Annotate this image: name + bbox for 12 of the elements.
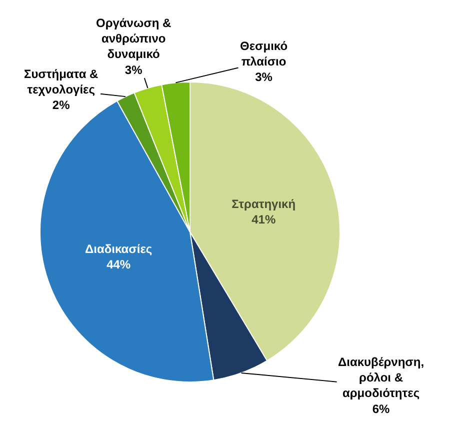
data-label: 3% [255,70,273,84]
slice-label: Διαδικασίες [85,242,152,256]
data-label: 41% [252,212,276,226]
slice-label: Διακυβέρνηση, ρόλοι & αρμοδιότητες [338,355,424,400]
slice-label: Στρατηγική [232,196,296,211]
data-label: 3% [124,62,143,77]
data-label: 44% [106,258,131,272]
data-label: 2% [52,98,70,112]
slice-label: Θεσμικό πλαίσιο [240,39,288,69]
slice-label: Οργάνωση & ανθρώπινο δυναμικό [96,16,172,62]
data-label: 6% [372,402,390,416]
slice-label: Συστήματα & τεχνολογίες [24,67,99,97]
